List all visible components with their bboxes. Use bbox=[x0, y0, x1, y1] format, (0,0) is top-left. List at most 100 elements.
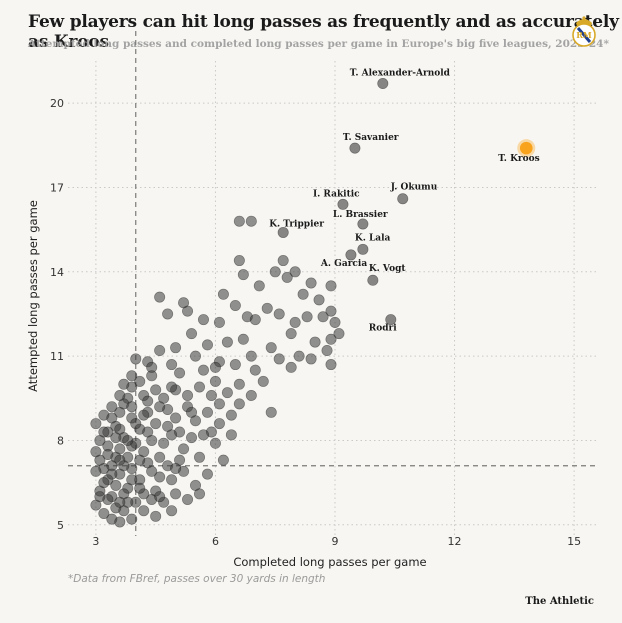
data-point bbox=[209, 361, 221, 373]
data-point bbox=[233, 398, 245, 410]
data-point bbox=[106, 412, 118, 424]
data-point bbox=[154, 401, 166, 413]
data-point bbox=[197, 429, 209, 441]
chart-title: Few players can hit long passes as frequ… bbox=[28, 12, 619, 52]
data-point bbox=[281, 271, 293, 283]
data-point bbox=[233, 255, 245, 267]
point-label: L. Brassier bbox=[333, 210, 388, 220]
labeled-point bbox=[277, 226, 289, 238]
data-point bbox=[217, 454, 229, 466]
data-point bbox=[333, 328, 345, 340]
data-point bbox=[178, 297, 190, 309]
y-axis-label: Attempted long passes per game bbox=[26, 200, 40, 392]
labeled-point bbox=[385, 314, 397, 326]
data-point bbox=[225, 429, 237, 441]
point-label: T. Savanier bbox=[343, 133, 399, 143]
grid bbox=[68, 61, 598, 536]
data-point bbox=[130, 418, 142, 430]
data-point bbox=[122, 434, 134, 446]
y-tick-label: 8 bbox=[57, 434, 64, 447]
footnote: *Data from FBref, passes over 30 yards i… bbox=[68, 573, 326, 585]
data-point bbox=[186, 432, 198, 444]
data-point bbox=[170, 342, 182, 354]
labeled-point bbox=[397, 193, 409, 205]
data-point bbox=[265, 406, 277, 418]
data-point bbox=[245, 389, 257, 401]
data-point bbox=[150, 510, 162, 522]
data-point bbox=[225, 409, 237, 421]
data-point bbox=[166, 505, 178, 517]
point-label: I. Rakitic bbox=[313, 189, 360, 199]
x-tick-label: 3 bbox=[92, 535, 99, 548]
data-point bbox=[98, 426, 110, 438]
data-point bbox=[166, 381, 178, 393]
x-axis-label: Completed long passes per game bbox=[233, 555, 426, 569]
data-point bbox=[297, 288, 309, 300]
data-point bbox=[245, 350, 257, 362]
data-point bbox=[170, 412, 182, 424]
data-point bbox=[245, 215, 257, 227]
data-point bbox=[114, 423, 126, 435]
data-point bbox=[194, 381, 206, 393]
data-point bbox=[142, 395, 154, 407]
point-label: J. Okumu bbox=[390, 183, 438, 193]
point-label: T. Alexander-Arnold bbox=[350, 68, 451, 78]
data-point bbox=[174, 367, 186, 379]
data-point bbox=[233, 378, 245, 390]
labeled-point bbox=[337, 198, 349, 210]
data-point bbox=[154, 471, 166, 483]
data-point bbox=[201, 339, 213, 351]
data-point bbox=[138, 505, 150, 517]
data-point bbox=[325, 359, 337, 371]
data-point bbox=[186, 328, 198, 340]
point-label: Rodri bbox=[369, 324, 398, 334]
data-point bbox=[289, 316, 301, 328]
svg-text:RM: RM bbox=[576, 30, 592, 40]
data-point bbox=[213, 418, 225, 430]
data-point bbox=[273, 308, 285, 320]
data-point bbox=[190, 350, 202, 362]
real-madrid-crest-icon: RM bbox=[572, 16, 596, 47]
y-tick-label: 17 bbox=[50, 181, 64, 194]
data-point bbox=[154, 291, 166, 303]
data-point bbox=[170, 463, 182, 475]
brand-logo: The Athletic bbox=[525, 596, 594, 607]
data-point bbox=[158, 437, 170, 449]
data-point bbox=[114, 389, 126, 401]
data-point bbox=[134, 482, 146, 494]
y-tick-label: 11 bbox=[50, 350, 64, 363]
data-point bbox=[130, 353, 142, 365]
data-point bbox=[174, 426, 186, 438]
data-point bbox=[134, 375, 146, 387]
data-point bbox=[257, 375, 269, 387]
data-point bbox=[178, 443, 190, 455]
data-point bbox=[221, 336, 233, 348]
data-point bbox=[106, 468, 118, 480]
data-point bbox=[154, 344, 166, 356]
data-point bbox=[166, 359, 178, 371]
data-point bbox=[233, 215, 245, 227]
data-point bbox=[126, 474, 138, 486]
data-point bbox=[114, 454, 126, 466]
data-point bbox=[329, 316, 341, 328]
data-point bbox=[253, 280, 265, 292]
labeled-point bbox=[367, 274, 379, 286]
data-point bbox=[229, 359, 241, 371]
data-point bbox=[301, 311, 313, 323]
data-point bbox=[182, 389, 194, 401]
data-point bbox=[309, 336, 321, 348]
data-point bbox=[98, 508, 110, 520]
data-point bbox=[102, 448, 114, 460]
data-point bbox=[213, 316, 225, 328]
data-point bbox=[201, 406, 213, 418]
data-point bbox=[313, 294, 325, 306]
data-point bbox=[154, 451, 166, 463]
data-point bbox=[201, 468, 213, 480]
x-tick-label: 9 bbox=[331, 535, 338, 548]
data-point bbox=[182, 493, 194, 505]
data-point bbox=[217, 288, 229, 300]
data-point bbox=[106, 401, 118, 413]
data-point bbox=[138, 409, 150, 421]
point-labels: T. Alexander-Arnold T. Savanier T. Kroos I.… bbox=[269, 68, 540, 333]
data-point bbox=[293, 350, 305, 362]
